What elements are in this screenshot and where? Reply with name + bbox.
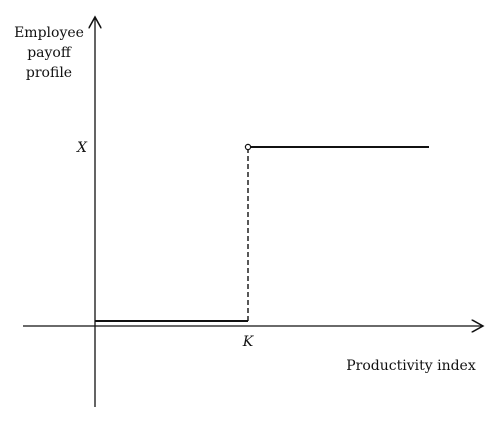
x-axis-label: Productivity index <box>346 358 476 374</box>
open-endpoint-marker <box>244 143 252 151</box>
y-axis-label-line-2: payoff <box>27 45 72 61</box>
y-axis-label-line-1: Employee <box>14 25 84 41</box>
payoff-level-label: X <box>76 140 88 156</box>
threshold-label: K <box>242 334 255 350</box>
y-axis-label-line-3: profile <box>26 65 72 81</box>
